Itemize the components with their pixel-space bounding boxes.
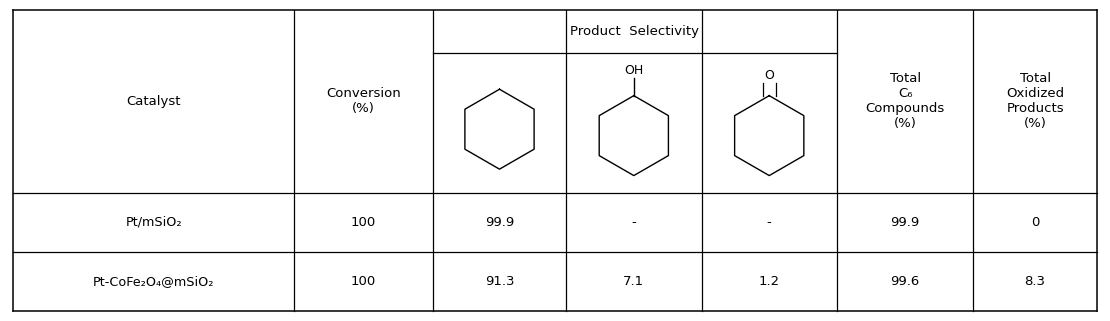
Text: Product  Selectivity: Product Selectivity xyxy=(571,25,699,38)
Text: 100: 100 xyxy=(351,216,376,229)
Text: 99.6: 99.6 xyxy=(890,275,920,288)
Text: 91.3: 91.3 xyxy=(485,275,514,288)
Text: OH: OH xyxy=(624,65,644,77)
Text: Total
Oxidized
Products
(%): Total Oxidized Products (%) xyxy=(1006,72,1064,130)
Text: Conversion
(%): Conversion (%) xyxy=(326,87,401,115)
Text: Pt-CoFe₂O₄@mSiO₂: Pt-CoFe₂O₄@mSiO₂ xyxy=(93,275,214,288)
Text: 0: 0 xyxy=(1031,216,1039,229)
Text: Pt/mSiO₂: Pt/mSiO₂ xyxy=(125,216,182,229)
Text: 1.2: 1.2 xyxy=(758,275,780,288)
Text: 7.1: 7.1 xyxy=(623,275,645,288)
Text: 100: 100 xyxy=(351,275,376,288)
Text: -: - xyxy=(632,216,636,229)
Text: Total
C₆
Compounds
(%): Total C₆ Compounds (%) xyxy=(866,72,945,130)
Text: 99.9: 99.9 xyxy=(485,216,514,229)
Text: -: - xyxy=(767,216,771,229)
Text: 99.9: 99.9 xyxy=(890,216,920,229)
Text: 8.3: 8.3 xyxy=(1025,275,1046,288)
Text: Catalyst: Catalyst xyxy=(127,95,181,108)
Text: O: O xyxy=(765,69,774,82)
